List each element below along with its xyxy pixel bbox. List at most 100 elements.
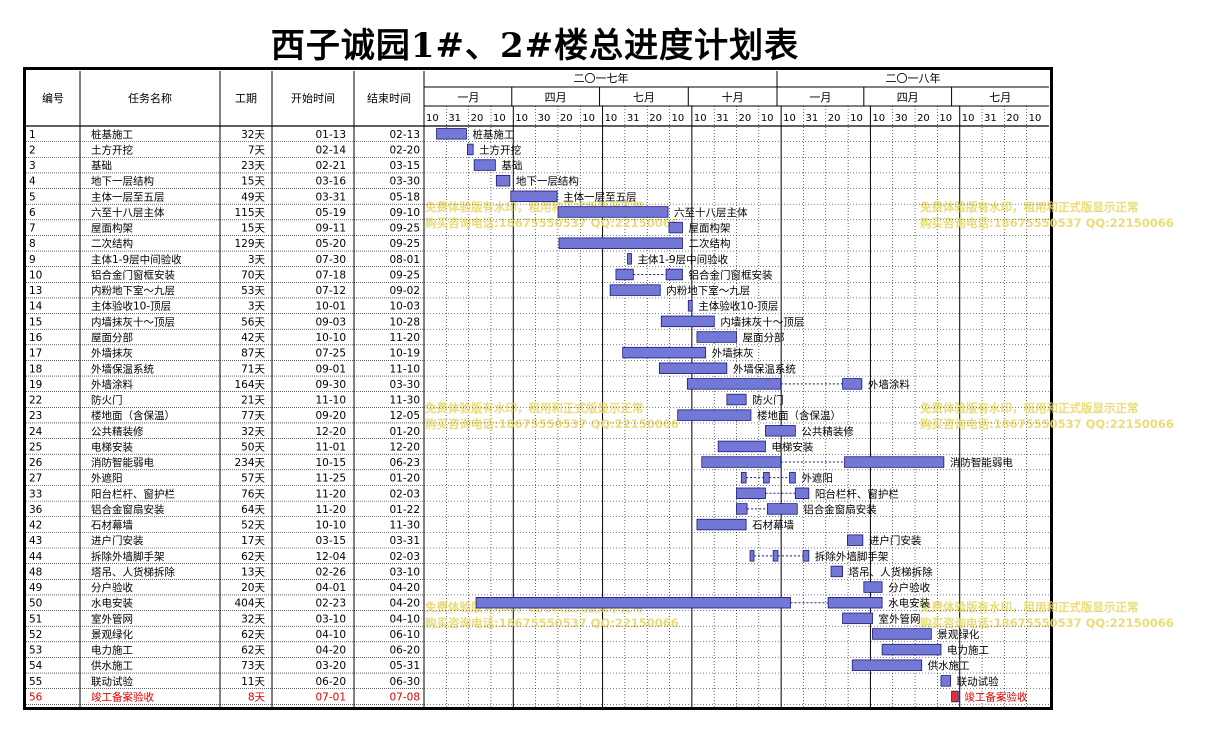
task-duration: 3天 bbox=[248, 254, 266, 266]
task-bar bbox=[765, 425, 796, 437]
timeline-month-label: 十月 bbox=[722, 90, 744, 104]
task-end: 10-19 bbox=[389, 348, 420, 360]
task-end: 01-20 bbox=[389, 426, 420, 438]
timeline-month-label: 四月 bbox=[897, 91, 919, 104]
task-id: 3 bbox=[29, 160, 36, 172]
task-start: 09-30 bbox=[315, 379, 346, 391]
task-id: 19 bbox=[29, 379, 42, 391]
task-name: 室外管网 bbox=[91, 612, 133, 625]
task-bar bbox=[802, 550, 810, 562]
task-bar-label: 土方开挖 bbox=[479, 143, 521, 156]
task-name: 屋面构架 bbox=[91, 222, 133, 235]
task-end: 08-01 bbox=[389, 254, 420, 266]
timeline-tick-label: 20 bbox=[1006, 113, 1019, 124]
task-start: 12-20 bbox=[315, 426, 346, 438]
task-duration: 52天 bbox=[241, 520, 265, 532]
task-end: 05-31 bbox=[389, 660, 420, 672]
timeline-tick-label: 20 bbox=[560, 113, 573, 124]
task-bar bbox=[940, 675, 952, 687]
task-end: 11-30 bbox=[389, 395, 420, 407]
task-id: 6 bbox=[29, 207, 36, 219]
task-end: 09-10 bbox=[389, 207, 420, 219]
task-id: 48 bbox=[29, 566, 42, 578]
task-end: 02-03 bbox=[389, 551, 420, 563]
task-id: 17 bbox=[29, 348, 42, 360]
task-end: 04-20 bbox=[389, 582, 420, 594]
watermark-line2: 购买咨询电话:18675550537 QQ:22150066 bbox=[920, 417, 1174, 431]
watermark-line2: 购买咨询电话:18675550537 QQ:22150066 bbox=[425, 216, 679, 230]
timeline-tick-label: 30 bbox=[895, 113, 908, 124]
task-name: 外遮阳 bbox=[91, 472, 123, 485]
task-id: 2 bbox=[29, 144, 36, 156]
task-id: 56 bbox=[29, 691, 43, 703]
task-start: 03-15 bbox=[315, 535, 346, 547]
task-end: 04-10 bbox=[389, 613, 420, 625]
task-id: 49 bbox=[29, 582, 42, 594]
task-name: 分户验收 bbox=[91, 581, 133, 594]
task-id: 25 bbox=[29, 441, 42, 453]
task-end: 11-30 bbox=[389, 520, 420, 532]
task-duration: 164天 bbox=[234, 379, 265, 391]
task-bar-label: 铝合金窗扇安装 bbox=[803, 503, 877, 516]
task-id: 18 bbox=[29, 363, 42, 375]
task-bar bbox=[827, 597, 883, 609]
task-end: 06-10 bbox=[389, 629, 420, 641]
task-bar-label: 桩基施工 bbox=[472, 128, 514, 141]
task-end: 01-20 bbox=[389, 473, 420, 485]
task-end: 12-20 bbox=[389, 441, 420, 453]
timeline-tick-label: 31 bbox=[716, 113, 729, 124]
col-header-start: 开始时间 bbox=[291, 91, 335, 105]
task-bar-label: 分户验收 bbox=[888, 581, 930, 594]
task-duration: 17天 bbox=[241, 535, 265, 547]
timeline-tick-label: 31 bbox=[448, 113, 461, 124]
col-header-duration: 工期 bbox=[235, 92, 257, 105]
task-duration: 20天 bbox=[241, 582, 265, 594]
task-bar bbox=[558, 237, 683, 249]
timeline-tick-label: 20 bbox=[917, 113, 930, 124]
task-bar bbox=[842, 612, 873, 625]
task-name: 景观绿化 bbox=[91, 628, 133, 641]
task-duration: 234天 bbox=[234, 457, 265, 469]
page-title: 西子诚园1#、2#楼总进度计划表 bbox=[270, 26, 800, 66]
task-start: 09-20 bbox=[315, 410, 346, 422]
task-name: 主体一层至五层 bbox=[91, 191, 165, 203]
task-bar bbox=[844, 456, 945, 468]
task-id: 55 bbox=[29, 676, 42, 688]
task-name: 内粉地下室～九层 bbox=[91, 284, 175, 297]
timeline-tick-label: 10 bbox=[1029, 113, 1042, 124]
task-duration: 32天 bbox=[241, 613, 265, 625]
task-bar-label: 屋面构架 bbox=[688, 222, 730, 235]
task-bar-label: 主体一层至五层 bbox=[563, 191, 637, 203]
task-duration: 21天 bbox=[241, 395, 265, 407]
watermark-line1: 免费体验版有水印，租用和正式版显示正常 bbox=[920, 401, 1139, 415]
timeline-tick-label: 30 bbox=[538, 113, 551, 124]
task-bar bbox=[842, 378, 863, 390]
task-duration: 404天 bbox=[234, 598, 265, 610]
task-name: 消防智能弱电 bbox=[91, 456, 154, 469]
task-bar bbox=[830, 565, 843, 578]
task-bar bbox=[677, 409, 752, 421]
task-name: 铝合金窗扇安装 bbox=[91, 503, 165, 516]
task-bar bbox=[772, 550, 779, 562]
task-bar bbox=[736, 487, 766, 500]
task-bar bbox=[847, 534, 864, 546]
task-bar-label: 消防智能弱电 bbox=[950, 456, 1013, 469]
col-header-id: 编号 bbox=[42, 91, 64, 105]
watermark-line2: 购买咨询电话:18675550537 QQ:22150066 bbox=[425, 616, 679, 630]
task-bar-label: 外墙涂料 bbox=[868, 378, 910, 391]
task-duration: 42天 bbox=[241, 332, 265, 344]
task-id: 10 bbox=[29, 269, 42, 281]
task-name: 土方开挖 bbox=[91, 143, 133, 156]
task-name: 二次结构 bbox=[91, 237, 133, 250]
watermark-line1: 免费体验版有水印，租用和正式版显示正常 bbox=[920, 200, 1139, 214]
task-bar-label: 主体验收10-顶层 bbox=[698, 300, 778, 313]
task-start: 01-13 bbox=[315, 129, 346, 141]
task-bar bbox=[717, 440, 766, 453]
task-bar bbox=[763, 471, 770, 484]
task-end: 02-03 bbox=[389, 488, 420, 500]
timeline-month-label: 一月 bbox=[457, 91, 479, 104]
task-end: 09-02 bbox=[389, 285, 420, 297]
task-end: 02-20 bbox=[389, 144, 420, 156]
task-start: 03-16 bbox=[315, 176, 346, 188]
task-duration: 3天 bbox=[248, 301, 266, 313]
